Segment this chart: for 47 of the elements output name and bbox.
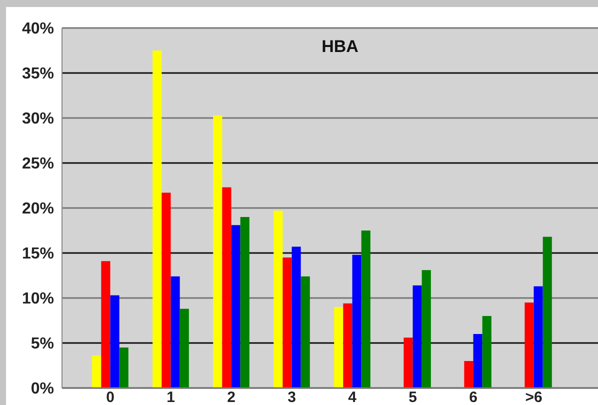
bar: [482, 316, 492, 388]
y-tick-label: 20%: [22, 200, 54, 218]
x-tick-label: 5: [408, 389, 417, 405]
bar: [292, 246, 301, 388]
x-tick-label: >6: [525, 389, 542, 405]
bar: [152, 50, 162, 388]
bar: [231, 225, 240, 388]
bar: [542, 236, 552, 388]
bar: [334, 307, 344, 388]
y-tick-label: 30%: [22, 110, 54, 128]
bar: [300, 276, 310, 388]
bar: [361, 230, 370, 388]
y-tick-label: 40%: [22, 20, 54, 38]
bar: [534, 286, 543, 388]
bar: [274, 210, 283, 388]
y-tick-label: 5%: [30, 336, 54, 353]
bar: [412, 285, 422, 388]
bar: [170, 276, 180, 388]
bar: [404, 338, 413, 388]
y-tick-label: 15%: [22, 246, 54, 263]
bar: [422, 270, 431, 388]
bar: [92, 356, 102, 388]
x-tick-label: 0: [106, 389, 114, 405]
bar: [282, 258, 292, 388]
y-tick-label: 10%: [22, 290, 54, 308]
x-tick-label: 3: [288, 389, 296, 405]
x-tick-label: 1: [166, 389, 175, 405]
x-tick-label: 4: [348, 389, 358, 405]
bar: [222, 187, 232, 388]
bar: [352, 254, 362, 388]
bar: [101, 261, 110, 388]
bar: [180, 308, 189, 388]
bar: [464, 361, 474, 388]
y-tick-label: 25%: [22, 156, 54, 173]
x-tick-label: 6: [469, 389, 478, 405]
bar: [162, 192, 171, 388]
bar: [213, 115, 222, 388]
y-tick-label: 0%: [30, 380, 54, 398]
x-tick-label: 2: [227, 389, 236, 405]
y-tick-label: 35%: [22, 66, 54, 83]
text: HBA: [322, 37, 358, 56]
bar: [524, 302, 534, 388]
bar: [119, 348, 128, 388]
bar: [110, 295, 120, 388]
bar: [473, 334, 482, 388]
bar: [240, 217, 250, 388]
bar: [343, 303, 352, 388]
